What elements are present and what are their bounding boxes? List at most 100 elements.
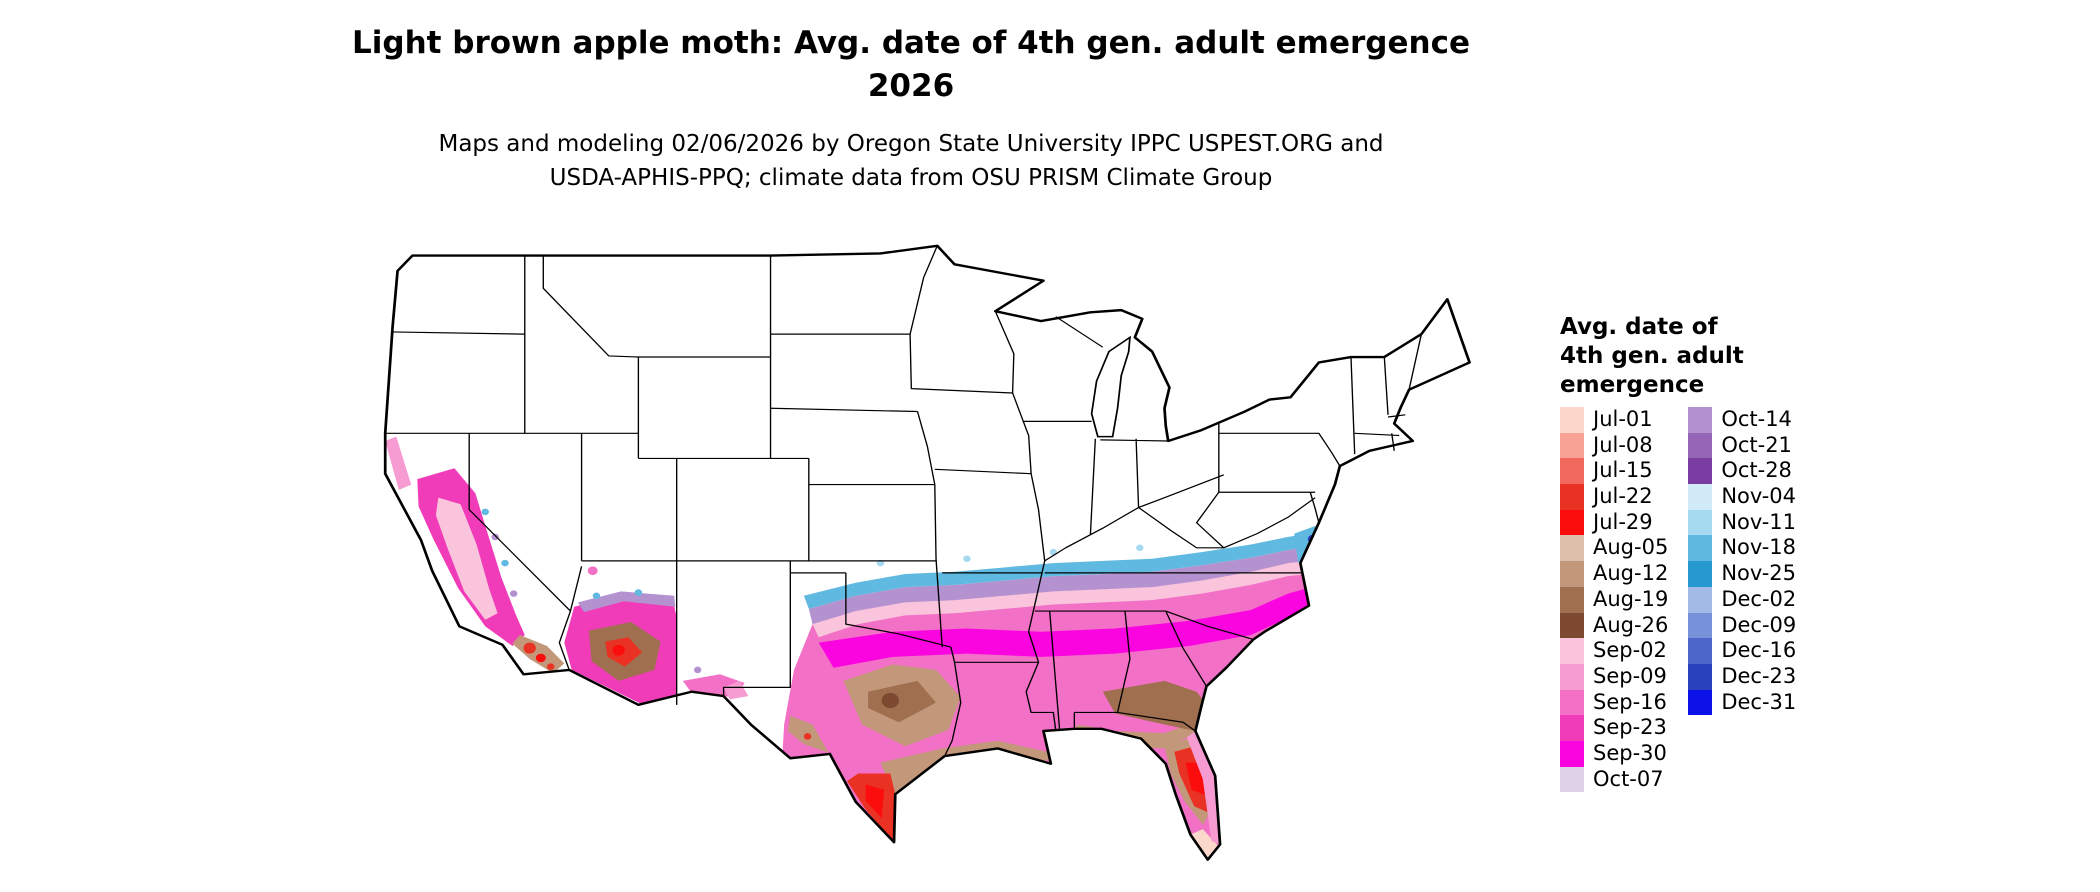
legend-label: Sep-09: [1593, 663, 1667, 688]
legend-swatch: [1688, 638, 1713, 664]
map-region: [523, 642, 536, 654]
map-region: [1310, 589, 1321, 598]
legend-entry: Oct-28: [1688, 458, 1796, 485]
legend-swatch: [1688, 432, 1713, 459]
legend-title-line1: Avg. date of: [1560, 314, 1718, 340]
legend-label: Sep-23: [1593, 715, 1667, 740]
legend-entry: Dec-09: [1688, 612, 1796, 639]
map-region: [435, 497, 498, 620]
legend-label: Aug-26: [1593, 612, 1669, 637]
legend-entry: Nov-25: [1688, 561, 1796, 587]
legend-swatch: [1560, 484, 1584, 510]
legend-entry: Jul-22: [1560, 484, 1668, 510]
map-region: [808, 544, 1328, 625]
legend-label: Aug-12: [1593, 561, 1669, 586]
legend-title: Avg. date of 4th gen. adult emergence: [1560, 313, 1880, 400]
legend-swatch: [1688, 561, 1713, 587]
legend-entry: Oct-21: [1688, 432, 1796, 459]
page-title: Light brown apple moth: Avg. date of 4th…: [0, 22, 1822, 109]
legend-label: Nov-18: [1721, 535, 1797, 560]
legend-label: Dec-31: [1721, 689, 1797, 714]
us-outline: [383, 244, 1471, 861]
legend-entry: Jul-08: [1560, 432, 1668, 459]
legend-column: Oct-14 Oct-21 Oct-28 Nov-04 Nov-11 Nov-18 Nov-…: [1688, 407, 1796, 792]
legend-entry: Aug-12: [1560, 561, 1668, 587]
legend-label: Nov-04: [1721, 484, 1797, 509]
map-region: [1136, 544, 1144, 552]
map-region: [481, 508, 489, 516]
legend: Avg. date of 4th gen. adult emergence Ju…: [1560, 313, 1880, 793]
map-region: [803, 531, 1326, 609]
map-region: [1102, 680, 1206, 731]
legend-title-line3: emergence: [1560, 372, 1705, 398]
legend-label: Sep-02: [1593, 638, 1667, 663]
map-region: [385, 436, 412, 491]
map-region: [803, 733, 812, 740]
legend-swatch: [1560, 586, 1584, 613]
map-region: [509, 590, 518, 597]
map-region: [634, 589, 643, 596]
legend-label: Oct-28: [1721, 458, 1792, 483]
legend-label: Oct-14: [1721, 407, 1792, 431]
legend-columns: Jul-01 Jul-08 Jul-15 Jul-22 Jul-29 Aug-05 Aug-…: [1560, 407, 1880, 793]
legend-entry: Sep-30: [1560, 740, 1668, 767]
legend-label: Jul-22: [1593, 484, 1653, 509]
subtitle-line1: Maps and modeling 02/06/2026 by Oregon S…: [438, 130, 1384, 157]
legend-swatch: [1560, 509, 1584, 536]
legend-swatch: [1560, 715, 1584, 741]
legend-entry: Nov-18: [1688, 535, 1797, 562]
legend-entry: Dec-02: [1688, 586, 1797, 613]
map-region: [501, 559, 509, 567]
legend-entry: Sep-02: [1560, 638, 1668, 664]
legend-label: Nov-25: [1721, 561, 1797, 586]
map-region: [881, 692, 899, 709]
legend-swatch: [1688, 612, 1713, 639]
subtitle-line2: USDA-APHIS-PPQ; climate data from OSU PR…: [549, 165, 1273, 192]
legend-swatch: [1688, 689, 1713, 716]
legend-swatch: [1560, 535, 1584, 562]
page-title-line1: Light brown apple moth: Avg. date of 4th…: [352, 25, 1470, 61]
legend-entry: Nov-04: [1688, 484, 1796, 510]
map-region: [1190, 829, 1219, 860]
legend-swatch: [1688, 484, 1713, 510]
legend-label: Nov-11: [1721, 509, 1797, 534]
legend-entry: Dec-23: [1688, 663, 1796, 690]
legend-label: Dec-16: [1721, 638, 1797, 663]
legend-swatch: [1688, 535, 1713, 562]
map-region: [587, 566, 598, 576]
map-region: [847, 773, 896, 843]
legend-entry: Jul-15: [1560, 458, 1668, 485]
legend-entry: Aug-19: [1560, 586, 1669, 613]
legend-swatch: [1560, 612, 1584, 639]
legend-label: Jul-01: [1593, 407, 1653, 431]
legend-label: Aug-19: [1593, 586, 1669, 611]
legend-swatch: [1560, 766, 1584, 793]
legend-swatch: [1560, 740, 1584, 767]
legend-label: Sep-16: [1593, 689, 1667, 714]
legend-swatch: [1688, 458, 1713, 485]
map-region: [1186, 730, 1221, 845]
legend-swatch: [1688, 407, 1713, 433]
map-region: [865, 784, 885, 819]
subtitle: Maps and modeling 02/06/2026 by Oregon S…: [0, 127, 1822, 196]
legend-swatch: [1688, 663, 1713, 690]
legend-swatch: [1560, 638, 1584, 664]
map-region: [723, 680, 749, 700]
map-region: [612, 644, 625, 656]
legend-label: Dec-02: [1721, 586, 1797, 611]
map-region: [577, 591, 676, 613]
legend-entry: Dec-16: [1688, 638, 1796, 664]
legend-entry: Sep-09: [1560, 663, 1668, 690]
map-region: [1313, 552, 1322, 559]
legend-swatch: [1688, 586, 1713, 613]
legend-entry: Nov-11: [1688, 509, 1797, 536]
legend-entry: Jul-01: [1560, 407, 1668, 433]
legend-swatch: [1560, 689, 1584, 716]
us-map: [383, 244, 1471, 861]
legend-label: Aug-05: [1593, 535, 1669, 560]
legend-label: Jul-29: [1593, 509, 1653, 534]
legend-swatch: [1560, 432, 1584, 459]
legend-entry: Aug-05: [1560, 535, 1669, 562]
legend-label: Sep-30: [1593, 740, 1667, 765]
legend-label: Jul-08: [1593, 432, 1653, 457]
